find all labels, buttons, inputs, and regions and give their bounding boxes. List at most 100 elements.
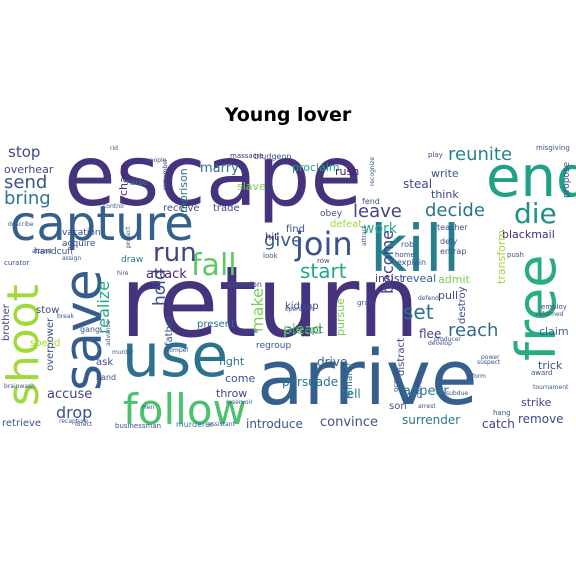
word: slave xyxy=(237,180,266,193)
word: decide xyxy=(425,200,485,221)
word: convince xyxy=(320,415,379,430)
word: claim xyxy=(539,325,569,338)
word: die xyxy=(514,197,557,230)
word: break xyxy=(57,313,74,320)
word: proclaim xyxy=(292,161,340,174)
word-cloud: escape return arrive capture kill end us… xyxy=(0,136,576,436)
word: start xyxy=(300,259,347,283)
word: defend xyxy=(418,295,439,302)
word: bludgeon xyxy=(254,152,292,161)
word: assign xyxy=(62,255,82,262)
word: protect xyxy=(125,226,132,248)
word: fight xyxy=(219,355,245,368)
word: defy xyxy=(440,237,458,246)
word: father xyxy=(164,315,175,346)
word: surrender xyxy=(402,413,461,427)
word: reunite xyxy=(448,144,513,165)
word: create xyxy=(239,328,259,335)
word: recapture xyxy=(59,418,88,425)
word: people xyxy=(146,157,167,164)
word: receive xyxy=(163,203,200,214)
word: reformed xyxy=(536,311,564,318)
word: arrive xyxy=(257,333,478,422)
word: overhear xyxy=(4,163,54,176)
word: reveal xyxy=(402,272,437,285)
word: brainwash xyxy=(4,383,35,390)
word: operation xyxy=(285,306,314,313)
word: kidnap xyxy=(285,301,319,312)
word: hang xyxy=(493,409,511,417)
word: capture xyxy=(10,196,194,252)
word: grab xyxy=(357,299,374,307)
word: accept xyxy=(286,323,323,336)
word: introduce xyxy=(246,417,303,431)
word: insist xyxy=(375,272,404,285)
word: return xyxy=(120,246,420,360)
word: gang xyxy=(80,325,101,334)
word: handcuff xyxy=(34,247,74,257)
word: describe xyxy=(8,221,34,228)
word: steal xyxy=(403,177,433,191)
word: set xyxy=(403,300,434,324)
word: brother xyxy=(1,304,12,341)
word: make xyxy=(248,288,267,332)
word: reservoir xyxy=(226,399,253,406)
word: kill xyxy=(370,213,461,287)
word: abandon xyxy=(227,280,262,289)
word: rid xyxy=(110,145,118,152)
word: plead xyxy=(283,322,322,338)
word: flee xyxy=(419,327,442,341)
word: look xyxy=(263,252,278,260)
word: tell xyxy=(342,387,361,401)
word: throw xyxy=(216,387,248,400)
word: power xyxy=(481,354,500,361)
word: push xyxy=(507,251,524,259)
word: send xyxy=(4,172,48,193)
word: transform xyxy=(495,230,508,284)
word: retrieve xyxy=(2,418,42,429)
word: stop xyxy=(8,143,41,161)
word: admit xyxy=(438,273,470,286)
word: murder xyxy=(112,349,134,356)
word: present xyxy=(197,319,236,330)
word: think xyxy=(431,188,459,201)
word: form xyxy=(472,373,486,380)
word: fend xyxy=(362,197,380,206)
word: hit xyxy=(265,232,279,243)
word: catch xyxy=(482,417,515,431)
word: defeat xyxy=(330,219,363,230)
word: suspect xyxy=(477,359,501,366)
word: comply xyxy=(415,372,423,398)
word: attack xyxy=(146,267,187,282)
word: use xyxy=(122,321,229,391)
word: accuse xyxy=(47,387,93,402)
word: occupy xyxy=(392,366,400,392)
word: remove xyxy=(518,412,564,426)
word: recognize xyxy=(369,156,376,186)
word: rush xyxy=(335,165,360,178)
word: obey xyxy=(320,209,343,219)
word: propose xyxy=(562,161,572,198)
word: spend xyxy=(30,338,61,349)
word: remember xyxy=(162,158,169,190)
word: strike xyxy=(521,396,552,409)
word: stow xyxy=(36,305,60,316)
word: advance xyxy=(105,320,112,346)
word: row xyxy=(317,257,330,265)
word: leave xyxy=(353,201,402,222)
word: direct xyxy=(75,421,93,428)
word: teacher xyxy=(437,223,468,232)
word: ask xyxy=(96,357,114,368)
word: hire xyxy=(117,270,129,277)
word: hand xyxy=(96,373,117,382)
word: blackmail xyxy=(502,228,555,241)
word: reach xyxy=(448,320,499,341)
word: destroy xyxy=(457,286,468,324)
chart-title: Young lover xyxy=(224,104,352,126)
word: rob xyxy=(401,240,415,249)
word: drop xyxy=(56,403,93,422)
word: pull xyxy=(438,289,459,302)
word: overpower xyxy=(45,317,56,371)
word: compel xyxy=(166,347,188,354)
word: regroup xyxy=(256,341,292,351)
